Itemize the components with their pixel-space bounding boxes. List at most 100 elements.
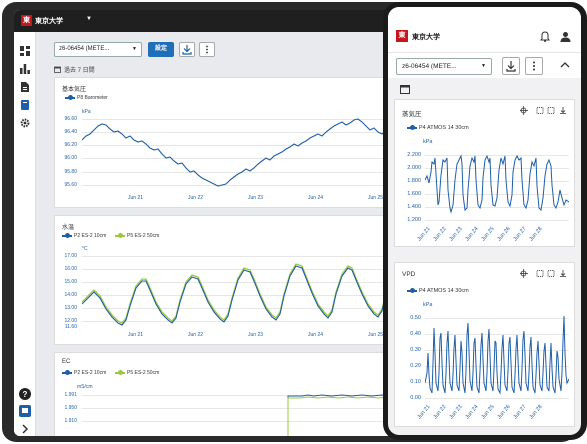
legend-item[interactable]: P5 ES-2 50cm bbox=[115, 369, 160, 376]
chart-title: VPD bbox=[402, 271, 416, 278]
x-tick: Jun 22 bbox=[188, 332, 204, 338]
y-tick: 1.600 bbox=[407, 191, 421, 197]
organization-name[interactable]: 東京大学 bbox=[35, 18, 63, 25]
y-tick: 96.60 bbox=[64, 116, 77, 122]
chevron-down-icon: ▼ bbox=[132, 46, 137, 52]
vpd-chart-card: VPD P4 ATMOS 14 30cm kPa 0.50 0.40 0.30 … bbox=[394, 262, 575, 427]
chart-toolbar bbox=[520, 269, 566, 278]
y-tick: 96.40 bbox=[64, 129, 77, 135]
device-select-value: z6-06454 (METE... bbox=[59, 46, 110, 52]
chevron-up-icon[interactable] bbox=[560, 61, 570, 69]
vapor-pressure-chart-card: 蒸気圧 P4 ATMOS 14 30cm kPa 2.200 2.000 1.8… bbox=[394, 99, 575, 247]
settings-button[interactable]: 設定 bbox=[148, 42, 174, 57]
device-select[interactable]: z6-06454 (METE... ▼ bbox=[396, 58, 492, 75]
chevron-down-icon: ▼ bbox=[481, 63, 486, 69]
phone-device: 東 東京大学 z6-06454 (METE... ▼ 蒸気圧 bbox=[383, 2, 587, 440]
y-tick: 1.400 bbox=[407, 204, 421, 210]
date-range-label: 過去 7 日間 bbox=[64, 68, 95, 74]
vpd-series bbox=[425, 315, 569, 395]
x-tick: Jun 23 bbox=[248, 195, 264, 201]
y-axis-unit: mS/cm bbox=[77, 384, 93, 390]
y-tick: 11.60 bbox=[64, 324, 77, 330]
y-tick: 12.00 bbox=[64, 318, 77, 324]
legend-item[interactable]: P8 Barometer bbox=[65, 94, 108, 101]
x-tick: Jun 24 bbox=[308, 195, 324, 201]
barometer-line-series bbox=[82, 118, 435, 187]
zoom-reset-icon[interactable] bbox=[547, 107, 555, 114]
grid-line bbox=[82, 158, 570, 159]
help-icon[interactable]: ? bbox=[19, 388, 31, 400]
grid-line bbox=[82, 185, 570, 186]
legend-item[interactable]: P5 ES-2 50cm bbox=[115, 232, 159, 239]
legend-label: P8 Barometer bbox=[77, 95, 108, 101]
organization-name[interactable]: 東京大学 bbox=[412, 34, 440, 41]
grid-line bbox=[425, 382, 569, 383]
grid-line bbox=[425, 220, 569, 221]
grid-line bbox=[425, 334, 569, 335]
grid-line bbox=[82, 308, 570, 309]
account-badge-icon[interactable] bbox=[19, 405, 31, 417]
settings-gear-icon[interactable] bbox=[20, 118, 30, 128]
date-range-picker[interactable]: 過去 7 日間 bbox=[54, 65, 95, 74]
legend-label: P4 ATMOS 14 30cm bbox=[419, 288, 469, 294]
legend-item[interactable]: P2 ES-2 10cm bbox=[62, 232, 106, 239]
y-tick: 0.20 bbox=[410, 363, 421, 369]
grid-line bbox=[82, 145, 570, 146]
sidebar: ? bbox=[14, 32, 36, 436]
document-icon[interactable] bbox=[20, 82, 30, 92]
grid-line bbox=[82, 408, 570, 409]
y-tick: 0.30 bbox=[410, 347, 421, 353]
y-tick: 14.00 bbox=[64, 292, 77, 298]
vapor-pressure-series bbox=[425, 154, 569, 214]
grid-line bbox=[82, 269, 570, 270]
grid-line bbox=[82, 172, 570, 173]
grid-line bbox=[425, 155, 569, 156]
zoom-select-icon[interactable] bbox=[536, 107, 544, 114]
legend-item[interactable]: P4 ATMOS 14 30cm bbox=[407, 287, 469, 294]
university-logo: 東 bbox=[396, 30, 408, 42]
zoom-reset-icon[interactable] bbox=[547, 270, 555, 277]
y-tick: 96.20 bbox=[64, 142, 77, 148]
bar-chart-icon[interactable] bbox=[20, 64, 30, 74]
chart-title: 蒸気圧 bbox=[402, 111, 422, 118]
download-button[interactable] bbox=[179, 42, 195, 57]
y-tick: 95.80 bbox=[64, 169, 77, 175]
y-tick: 13.00 bbox=[64, 305, 77, 311]
grid-line bbox=[425, 318, 569, 319]
calendar-icon bbox=[54, 66, 61, 73]
x-tick: Jun 21 bbox=[128, 332, 144, 338]
more-options-button[interactable] bbox=[525, 57, 543, 75]
legend-label: P5 ES-2 50cm bbox=[127, 370, 160, 376]
y-tick: 1.200 bbox=[407, 217, 421, 223]
more-options-button[interactable] bbox=[199, 42, 215, 57]
grid-line bbox=[425, 398, 569, 399]
chart-download-icon[interactable] bbox=[560, 270, 566, 277]
crosshair-icon[interactable] bbox=[520, 269, 528, 278]
download-icon bbox=[182, 45, 192, 55]
y-tick: 0.10 bbox=[410, 379, 421, 385]
zoom-select-icon[interactable] bbox=[536, 270, 544, 277]
expand-sidebar-icon[interactable] bbox=[19, 423, 31, 435]
chart-download-icon[interactable] bbox=[560, 107, 566, 114]
grid-line bbox=[425, 181, 569, 182]
grid-line bbox=[425, 207, 569, 208]
dashboard-icon[interactable] bbox=[20, 46, 30, 56]
device-select-value: z6-06454 (METE... bbox=[402, 63, 457, 70]
kebab-menu-icon bbox=[533, 61, 535, 71]
legend-item[interactable]: P4 ATMOS 14 30cm bbox=[407, 124, 469, 131]
x-tick: Jun 23 bbox=[248, 332, 264, 338]
y-axis-unit: kPa bbox=[82, 109, 91, 115]
legend-item[interactable]: P2 ES-2 10cm bbox=[62, 369, 106, 376]
svg-text:?: ? bbox=[23, 390, 28, 399]
y-axis-unit: °C bbox=[82, 246, 88, 252]
organization-dropdown-icon[interactable]: ▼ bbox=[86, 16, 92, 22]
notebook-icon[interactable] bbox=[20, 100, 30, 110]
chart-toolbar bbox=[520, 106, 566, 115]
crosshair-icon[interactable] bbox=[520, 106, 528, 115]
device-select[interactable]: z6-06454 (METE... ▼ bbox=[54, 42, 142, 57]
user-account-icon[interactable] bbox=[560, 31, 571, 42]
calendar-icon[interactable] bbox=[400, 84, 410, 94]
phone-device-row: z6-06454 (METE... ▼ bbox=[388, 52, 581, 78]
download-button[interactable] bbox=[502, 57, 520, 75]
notification-bell-icon[interactable] bbox=[540, 31, 550, 42]
